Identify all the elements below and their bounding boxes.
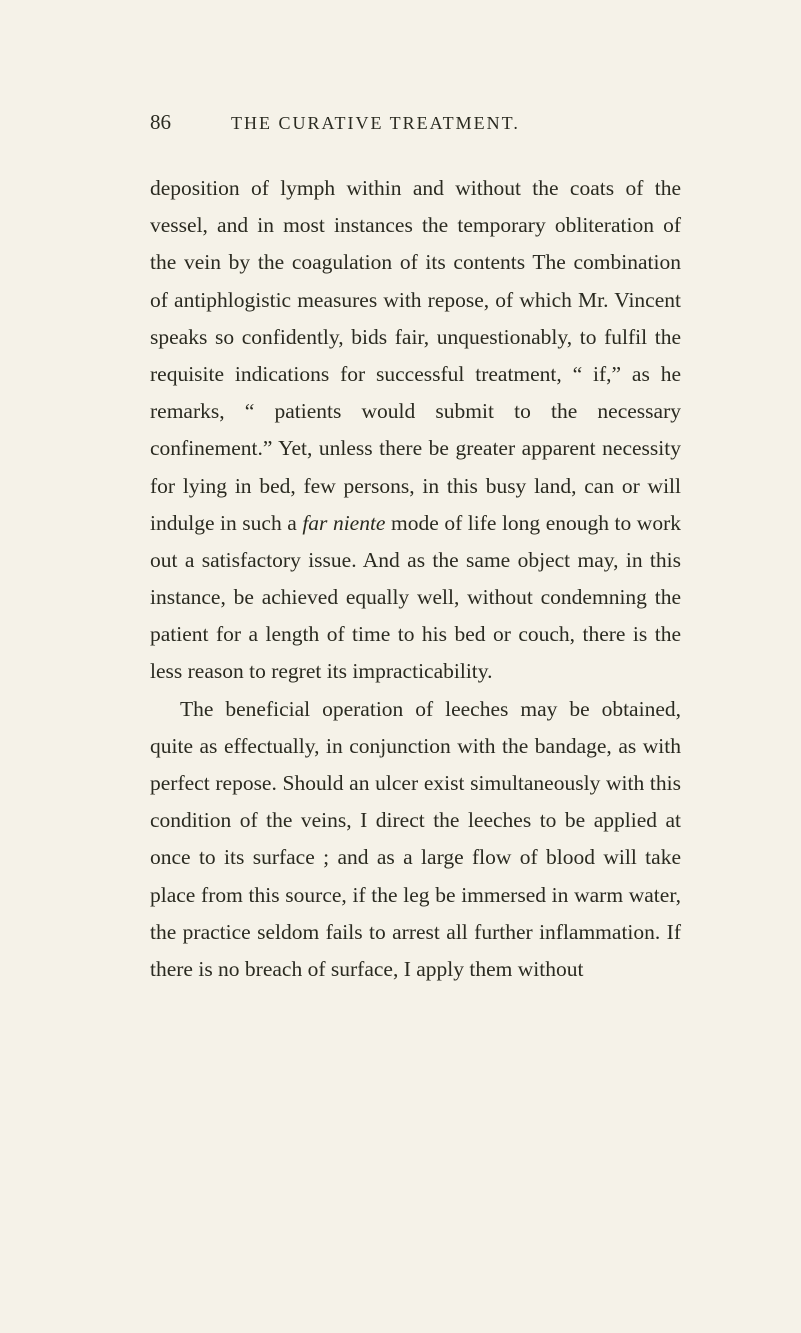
paragraph-2: The beneficial operation of leeches may …	[150, 691, 681, 989]
paragraph-1-part2: mode of life long enough to work out a s…	[150, 511, 681, 684]
page-number: 86	[150, 110, 171, 135]
page-header: 86 THE CURATIVE TREATMENT.	[150, 110, 681, 135]
body-text: deposition of lymph within and without t…	[150, 170, 681, 988]
italic-phrase: far niente	[302, 511, 385, 535]
paragraph-1-part1: deposition of lymph within and without t…	[150, 176, 681, 535]
page-container: 86 THE CURATIVE TREATMENT. deposition of…	[0, 0, 801, 1333]
paragraph-1: deposition of lymph within and without t…	[150, 170, 681, 691]
header-title: THE CURATIVE TREATMENT.	[231, 113, 520, 134]
